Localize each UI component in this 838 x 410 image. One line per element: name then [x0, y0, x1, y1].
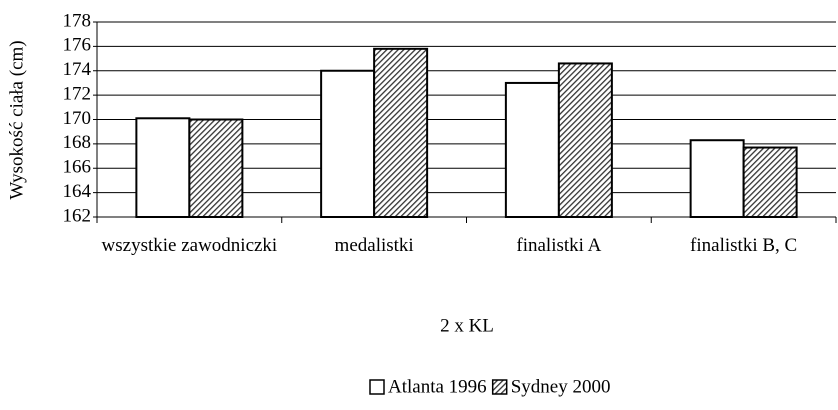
x-tick-label: medalistki: [334, 235, 414, 256]
y-tick-label: 178: [63, 10, 92, 31]
bar: [504, 81, 560, 218]
y-tick-label: 168: [63, 132, 92, 153]
y-tick-label: 162: [63, 205, 92, 226]
legend-swatch: [491, 379, 508, 395]
bar: [135, 117, 191, 218]
bar: [742, 146, 798, 218]
y-tick-label: 170: [63, 108, 92, 129]
bar: [557, 62, 613, 218]
legend-label: Sydney 2000: [511, 376, 611, 397]
x-tick-label: wszystkie zawodniczki: [101, 235, 278, 256]
y-tick-label: 164: [63, 181, 92, 202]
x-tick-label: finalistki A: [516, 235, 602, 256]
bar: [320, 69, 376, 218]
bar: [689, 139, 745, 218]
bar: [188, 118, 244, 218]
x-tick-label-box: finalistki B, C: [690, 235, 798, 256]
y-tick-label: 174: [63, 59, 92, 80]
x-tick-label-box: finalistki A: [516, 235, 602, 256]
x-tick-label-box: medalistki: [334, 235, 414, 256]
x-tick-label: finalistki B, C: [690, 235, 798, 256]
bar: [373, 47, 429, 218]
x-axis-label: 2 x KL: [440, 315, 494, 336]
x-tick-label-box: wszystkie zawodniczki: [101, 235, 278, 256]
legend-swatch: [369, 379, 385, 395]
y-axis-label: Wysokość ciała (cm): [6, 40, 27, 199]
y-tick-label: 176: [63, 35, 92, 56]
y-tick-label: 172: [63, 83, 92, 104]
y-tick-label: 166: [63, 157, 92, 178]
legend-label: Atlanta 1996: [388, 376, 487, 397]
